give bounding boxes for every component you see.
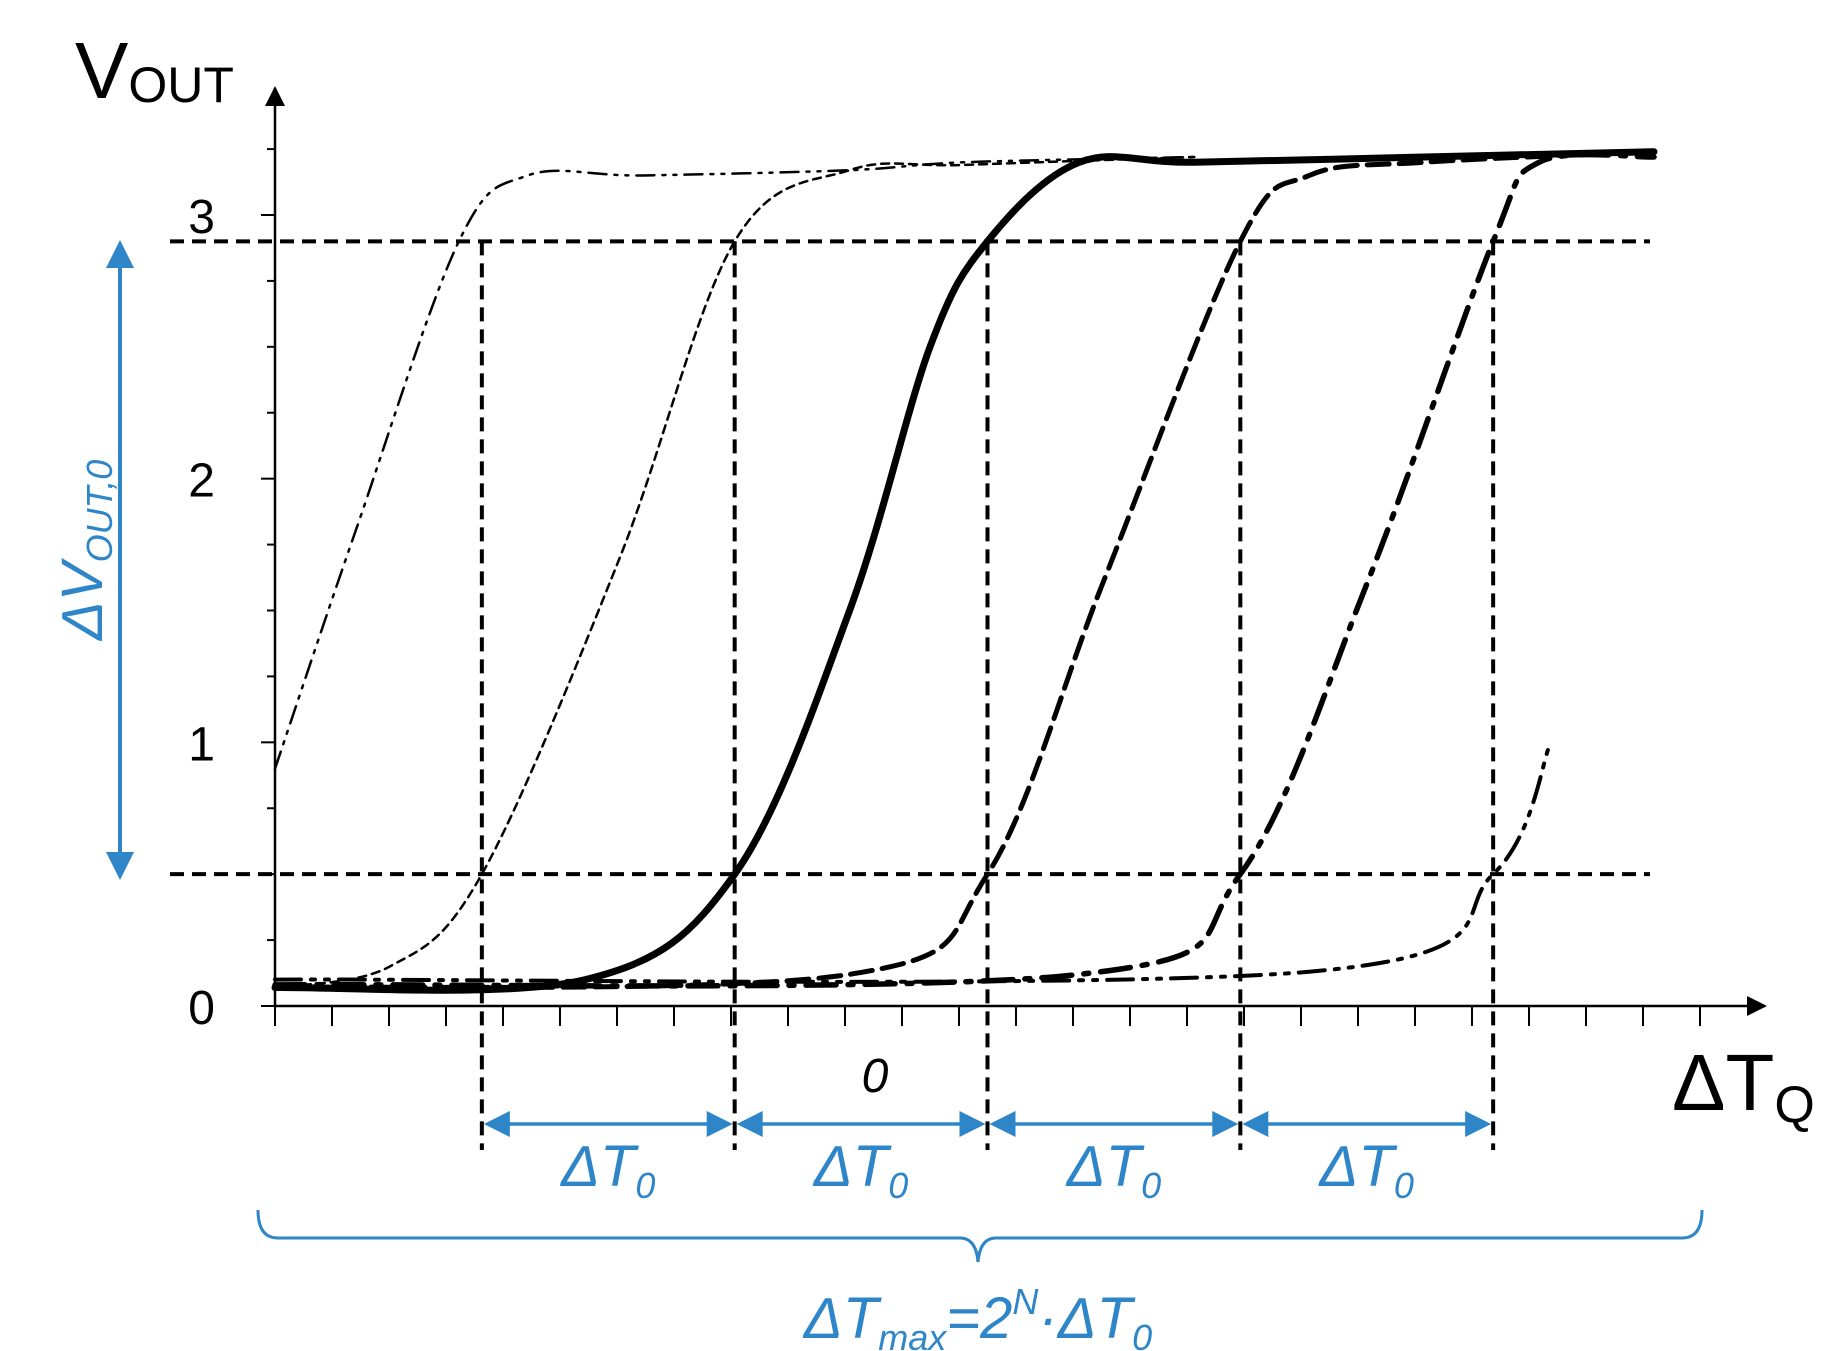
delta-t0-label: ΔT0 [559,1134,655,1206]
delta-t0-label-sub: 0 [635,1165,655,1206]
delta-v-label-main: ΔV [50,557,115,642]
y-tick-label: 1 [188,718,215,771]
x-axis-title-main: ΔT [1672,1038,1774,1127]
series-curve-6 [273,740,1553,984]
delta-v-label: ΔVOUT,0 [50,460,120,642]
delta-t0-arrow-head-right [706,1111,733,1137]
delta-t-max-eq: =2 [946,1286,1012,1351]
delta-t0-label-main: ΔT [559,1134,639,1199]
delta-t0-label-main: ΔT [1318,1134,1398,1199]
delta-t0-arrow-head-left [1242,1111,1269,1137]
series-curve-1 [273,155,1196,770]
delta-t-max-brace [256,1209,1704,1263]
y-tick-label: 0 [188,982,215,1035]
delta-t-max-sup: N [1012,1281,1039,1322]
delta-t0-arrows: ΔT0 ΔT0 ΔT0 ΔT0 [483,1111,1492,1206]
series-curve-2 [273,155,1196,989]
series-curve-5 [272,151,1657,989]
delta-v-annotation: ΔVOUT,0 [50,240,134,880]
delta-t0-label: ΔT0 [812,1134,908,1206]
delta-t-max-tail-sub: 0 [1132,1317,1152,1351]
delta-t0-label-sub: 0 [888,1165,908,1206]
y-ticks [261,148,275,1007]
x-axis-title-sub: Q [1774,1076,1814,1134]
guide-lines [170,239,1650,1150]
y-tick-labels: 0 1 2 3 [188,191,215,1035]
delta-t0-label: ΔT0 [1318,1134,1414,1206]
delta-t-max-tail: ·ΔT [1038,1286,1135,1351]
y-tick-label: 3 [188,191,215,244]
delta-t0-label: ΔT0 [1065,1134,1161,1206]
x-axis-title: ΔTQ [1672,1038,1815,1134]
y-axis-title: VOUT [75,26,234,115]
delta-t0-arrow-head-right [1212,1111,1239,1137]
delta-t-max-annotation: ΔTmax=2N·ΔT0 [256,1209,1704,1351]
delta-t-max-main: ΔT [802,1286,882,1351]
curves [271,148,1658,994]
delta-t-max-sub: max [878,1317,948,1351]
delta-v-arrow-head-bottom [106,852,134,880]
delta-v-arrow-head-top [106,240,134,268]
series-curve-3 [271,148,1658,994]
y-tick-label: 2 [188,455,215,508]
delta-t0-arrow-head-right [959,1111,986,1137]
x-ticks [274,1006,1701,1026]
delta-t0-arrow-head-right [1465,1111,1492,1137]
x-zero-label: 0 [862,1050,889,1103]
delta-t0-arrow-head-left [989,1111,1016,1137]
delta-t0-arrow-head-left [736,1111,763,1137]
delta-t0-label-main: ΔT [812,1134,892,1199]
delta-t0-label-main: ΔT [1065,1134,1145,1199]
y-axis-title-main: V [75,26,129,115]
delta-t0-label-sub: 0 [1141,1165,1161,1206]
delta-t-max-label: ΔTmax=2N·ΔT0 [802,1281,1152,1351]
delta-t0-label-sub: 0 [1394,1165,1414,1206]
y-axis-title-sub: OUT [128,57,234,113]
delta-t0-arrow-head-left [483,1111,510,1137]
delta-v-label-sub: OUT,0 [79,460,120,563]
